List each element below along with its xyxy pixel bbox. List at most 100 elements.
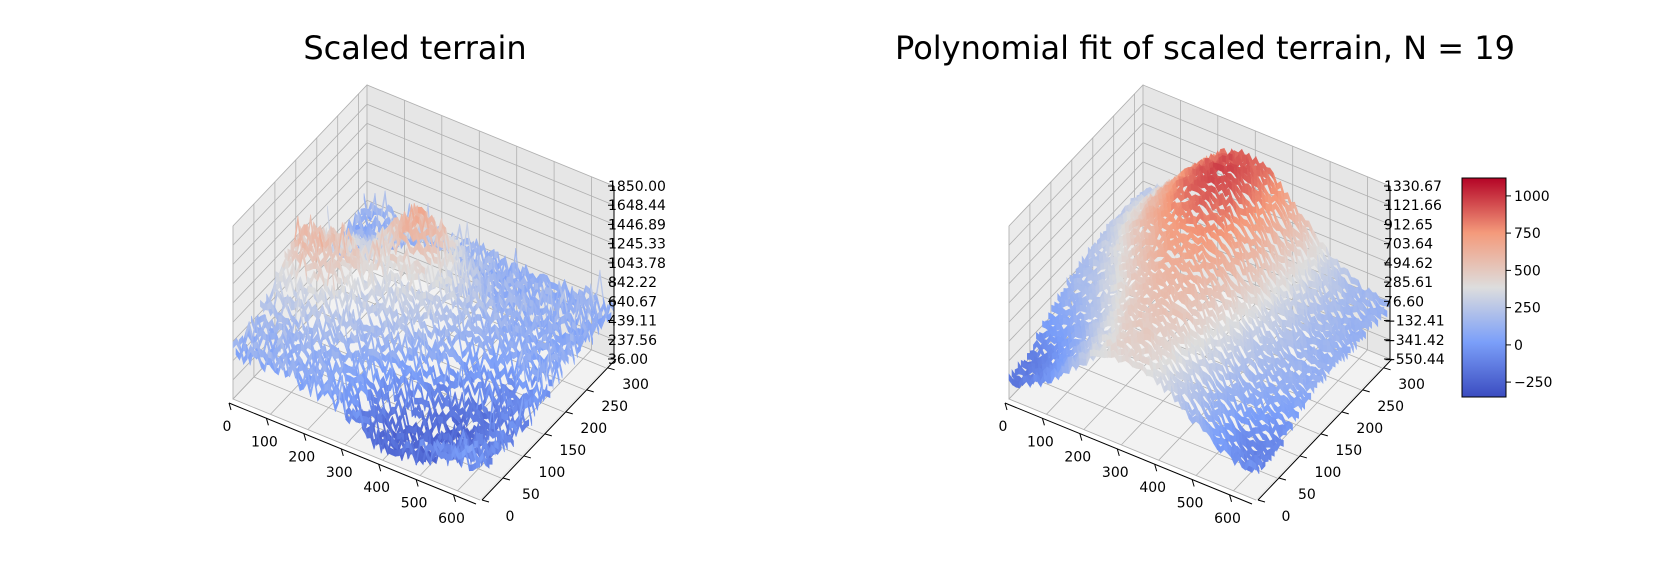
surface-facet xyxy=(1283,192,1288,200)
y-tick-label: 250 xyxy=(601,399,628,415)
surface-facet xyxy=(1233,215,1238,225)
surface-facet xyxy=(456,355,461,364)
surface-facet xyxy=(378,416,384,424)
surface-facet xyxy=(600,313,606,330)
surface-facet xyxy=(414,397,419,405)
surface-facet xyxy=(435,279,440,288)
surface-facet xyxy=(489,299,494,307)
surface-facet xyxy=(420,247,425,256)
surface-facet xyxy=(1234,241,1239,249)
surface-facet xyxy=(458,249,463,258)
surface-facet xyxy=(1263,177,1268,187)
surface-facet xyxy=(1250,286,1255,295)
surface-facet xyxy=(483,352,488,361)
surface-facet xyxy=(290,303,296,311)
surface-facet xyxy=(1194,184,1199,193)
surface-facet xyxy=(1116,243,1121,252)
surface-facet xyxy=(1226,264,1231,272)
surface-facet xyxy=(1266,226,1271,234)
surface-facet xyxy=(1164,255,1169,263)
z-tick-label: 1850.00 xyxy=(608,179,666,195)
surface-facet xyxy=(414,273,419,281)
surface-facet xyxy=(450,324,456,333)
surface-facet xyxy=(1242,268,1247,276)
surface-facet xyxy=(1311,357,1316,365)
surface-facet xyxy=(337,276,342,286)
surface-facet xyxy=(474,440,479,448)
z-gridline xyxy=(232,142,615,284)
surface-facet xyxy=(1280,247,1285,257)
surface-facet xyxy=(1369,293,1374,302)
terrain-surface xyxy=(232,190,615,472)
surface-facet xyxy=(346,256,351,264)
surface-facet xyxy=(1276,224,1281,232)
surface-facet xyxy=(1217,229,1222,236)
surface-facet xyxy=(1198,197,1203,206)
surface-facet xyxy=(1164,184,1169,192)
surface-facet xyxy=(278,322,283,331)
surface-facet xyxy=(1083,269,1088,277)
surface-facet xyxy=(440,451,446,460)
surface-facet xyxy=(400,316,405,324)
surface-facet xyxy=(1265,330,1270,338)
surface-facet xyxy=(1238,197,1243,205)
surface-facet xyxy=(341,285,346,293)
surface-facet xyxy=(1264,240,1269,248)
surface-facet xyxy=(1252,274,1257,282)
surface-facet xyxy=(550,281,555,290)
surface-facet xyxy=(1216,163,1221,172)
surface-facet xyxy=(476,314,481,321)
surface-facet xyxy=(263,303,268,311)
surface-facet xyxy=(417,206,423,214)
surface-facet xyxy=(1189,217,1194,225)
z-gridline xyxy=(232,103,615,246)
z-tick-label: 1648.44 xyxy=(608,198,666,214)
surface-facet xyxy=(1222,155,1227,163)
surface-facet xyxy=(1296,240,1301,247)
surface-facet xyxy=(278,315,283,323)
surface-facet xyxy=(1355,334,1360,343)
surface-facet xyxy=(1336,303,1341,312)
y-tick-mark xyxy=(544,433,552,437)
surface-facet xyxy=(509,340,514,349)
surface-facet xyxy=(469,464,474,472)
surface-facet xyxy=(1332,341,1338,349)
surface-facet xyxy=(1214,291,1219,299)
surface-facet xyxy=(242,344,247,352)
z-gridline xyxy=(232,84,615,227)
surface-facet xyxy=(423,311,428,320)
surface-facet xyxy=(1168,214,1173,223)
surface-facet xyxy=(1296,341,1301,350)
x-tick-label: 100 xyxy=(251,434,278,450)
surface-facet xyxy=(369,306,374,314)
surface-facet xyxy=(1220,164,1225,173)
surface-facet xyxy=(1160,250,1165,258)
surface-facet xyxy=(445,292,451,301)
surface-facet xyxy=(424,400,430,408)
surface-facet xyxy=(400,375,405,384)
surface-facet xyxy=(294,239,299,248)
surface-facet xyxy=(391,448,396,457)
surface-facet xyxy=(1188,252,1193,260)
surface-facet xyxy=(548,325,553,334)
surface-facet xyxy=(1242,208,1247,217)
surface-facet xyxy=(445,399,450,407)
surface-facet xyxy=(561,351,566,366)
surface-facet xyxy=(1216,269,1221,277)
surface-facet xyxy=(1361,321,1366,329)
surface-facet xyxy=(1110,256,1115,265)
surface-facet xyxy=(1250,296,1255,305)
surface-facet xyxy=(1300,302,1305,310)
z-tick-label: 1245.33 xyxy=(608,237,666,253)
y-tick-mark xyxy=(565,411,573,415)
surface-facet xyxy=(313,262,318,270)
z-tick-label: 237.56 xyxy=(608,333,657,349)
surface-facet xyxy=(1132,219,1137,229)
surface-facet xyxy=(1145,245,1150,253)
surface-facet xyxy=(506,276,511,284)
surface-facet xyxy=(301,310,307,318)
surface-facet xyxy=(473,414,478,423)
surface-facet xyxy=(373,396,379,406)
